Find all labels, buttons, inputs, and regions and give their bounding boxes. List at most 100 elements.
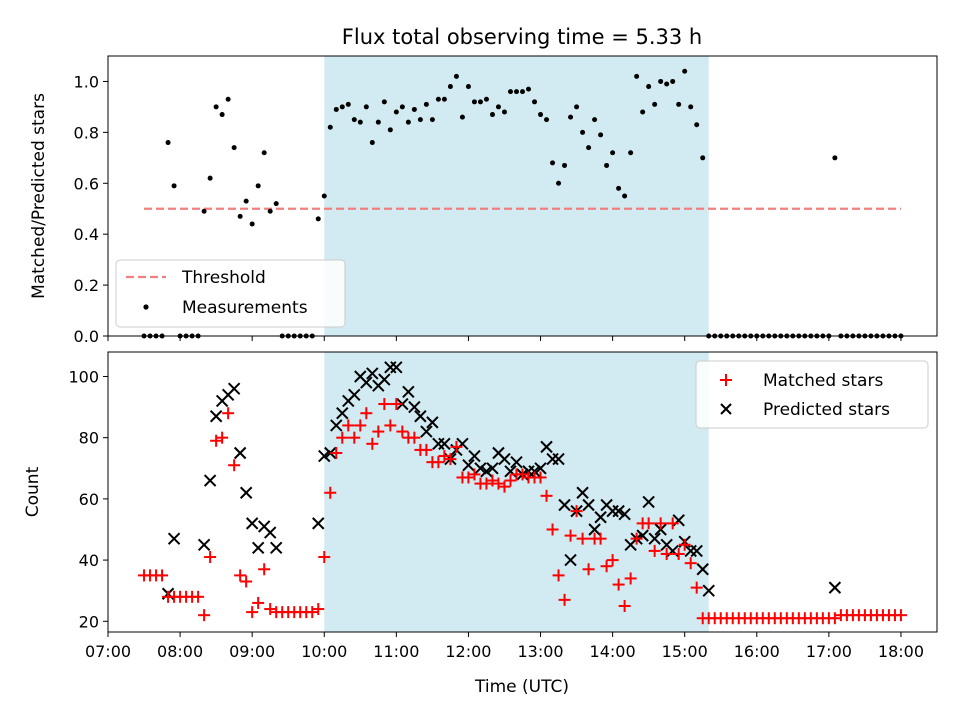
predicted-point: [594, 511, 607, 524]
top-plot-frame: [107, 55, 938, 337]
predicted-point: [324, 446, 337, 460]
matched-point: [228, 459, 241, 472]
legend-threshold-label: Threshold: [181, 268, 266, 288]
matched-point: [690, 581, 703, 594]
measurement-point: [411, 106, 417, 112]
x-tick-label: 16:00: [734, 642, 780, 661]
predicted-point: [390, 361, 403, 374]
measurement-point: [417, 117, 423, 123]
bottom-y-axis-ticks: 20 40 60 80 100: [68, 367, 108, 631]
matched-point: [498, 480, 511, 493]
predicted-point: [528, 465, 541, 478]
matched-point: [894, 609, 907, 622]
predicted-point: [558, 498, 571, 512]
predicted-point: [227, 382, 241, 395]
matched-point: [198, 609, 211, 622]
predicted-point: [209, 410, 223, 423]
measurement-point: [622, 193, 628, 199]
bottom-y-tick-label: 20: [79, 612, 99, 631]
predicted-point: [564, 553, 577, 567]
matched-point: [252, 596, 265, 609]
matched-point: [390, 398, 403, 411]
matched-point: [678, 538, 691, 551]
measurement-point: [700, 155, 706, 161]
matched-point: [624, 572, 637, 585]
matched-point: [618, 599, 631, 612]
bottom-plot-frame: [107, 351, 938, 633]
predicted-point: [203, 474, 217, 487]
x-tick-label: 17:00: [806, 642, 852, 661]
predicted-point: [426, 416, 439, 429]
matched-point: [354, 419, 367, 432]
predicted-point: [510, 455, 523, 469]
measurement-point: [381, 99, 387, 105]
measurement-point: [387, 127, 393, 133]
top-highlight-span: [324, 56, 709, 336]
matched-point: [192, 590, 205, 603]
x-tick-label: 18:00: [878, 642, 924, 661]
predicted-point: [612, 504, 625, 518]
measurement-point: [357, 119, 363, 125]
measurement-point: [513, 89, 519, 95]
matched-point: [594, 532, 607, 545]
matched-point: [606, 554, 619, 567]
bottom-legend: Matched stars Predicted stars: [695, 360, 929, 429]
top-y-axis-ticks: 0.0 0.2 0.4 0.6 0.8 1.0: [74, 72, 108, 346]
matched-point: [654, 517, 667, 530]
matched-point: [552, 569, 565, 582]
predicted-point: [330, 419, 343, 432]
measurement-point: [604, 162, 610, 168]
matched-point: [342, 419, 355, 432]
measurement-point: [832, 155, 838, 161]
predicted-point: [318, 449, 331, 463]
predicted-point: [702, 584, 715, 597]
matched-point: [576, 532, 589, 545]
bottom-y-axis-label: Count: [23, 466, 43, 517]
measurement-point: [640, 109, 646, 115]
predicted-point: [690, 544, 703, 558]
predicted-point: [576, 486, 589, 499]
legend-measurements-label: Measurements: [182, 298, 308, 318]
bottom-highlight-span: [324, 352, 709, 632]
matched-point: [336, 431, 349, 444]
matched-point: [648, 544, 661, 557]
measurement-point: [267, 208, 273, 214]
measurement-point: [369, 140, 375, 146]
measurement-point: [676, 101, 682, 107]
measurement-point: [538, 112, 544, 118]
measurement-point: [447, 84, 453, 90]
measurement-point: [375, 119, 381, 125]
measurement-point: [592, 117, 598, 123]
bottom-y-tick-label: 80: [79, 429, 99, 448]
predicted-point: [233, 446, 247, 460]
measurement-point: [568, 114, 574, 120]
matched-point: [642, 517, 655, 530]
measurement-point: [171, 183, 177, 189]
matched-point: [570, 505, 583, 518]
measurement-point: [688, 104, 694, 110]
measurement-point: [201, 208, 207, 214]
matched-point: [384, 419, 397, 432]
predicted-point: [642, 495, 655, 509]
predicted-point: [462, 459, 475, 472]
predicted-point: [828, 581, 842, 594]
measurement-point: [321, 193, 327, 199]
predicted-point: [239, 486, 253, 499]
measurement-point: [261, 150, 267, 156]
matched-point: [330, 446, 343, 459]
measurement-point: [315, 216, 321, 222]
measurement-point: [327, 124, 333, 130]
matched-point: [660, 547, 673, 560]
matched-point: [450, 440, 463, 453]
predicted-point: [312, 517, 325, 530]
matched-point: [432, 456, 445, 469]
measurement-point: [550, 160, 556, 166]
measurement-point: [465, 84, 471, 90]
predicted-point: [498, 452, 511, 466]
matched-point: [204, 551, 217, 564]
measurement-point: [207, 175, 213, 181]
bottom-legend-box: [695, 360, 929, 429]
top-y-tick-label: 0.6: [74, 174, 99, 193]
measurement-point: [249, 221, 255, 227]
